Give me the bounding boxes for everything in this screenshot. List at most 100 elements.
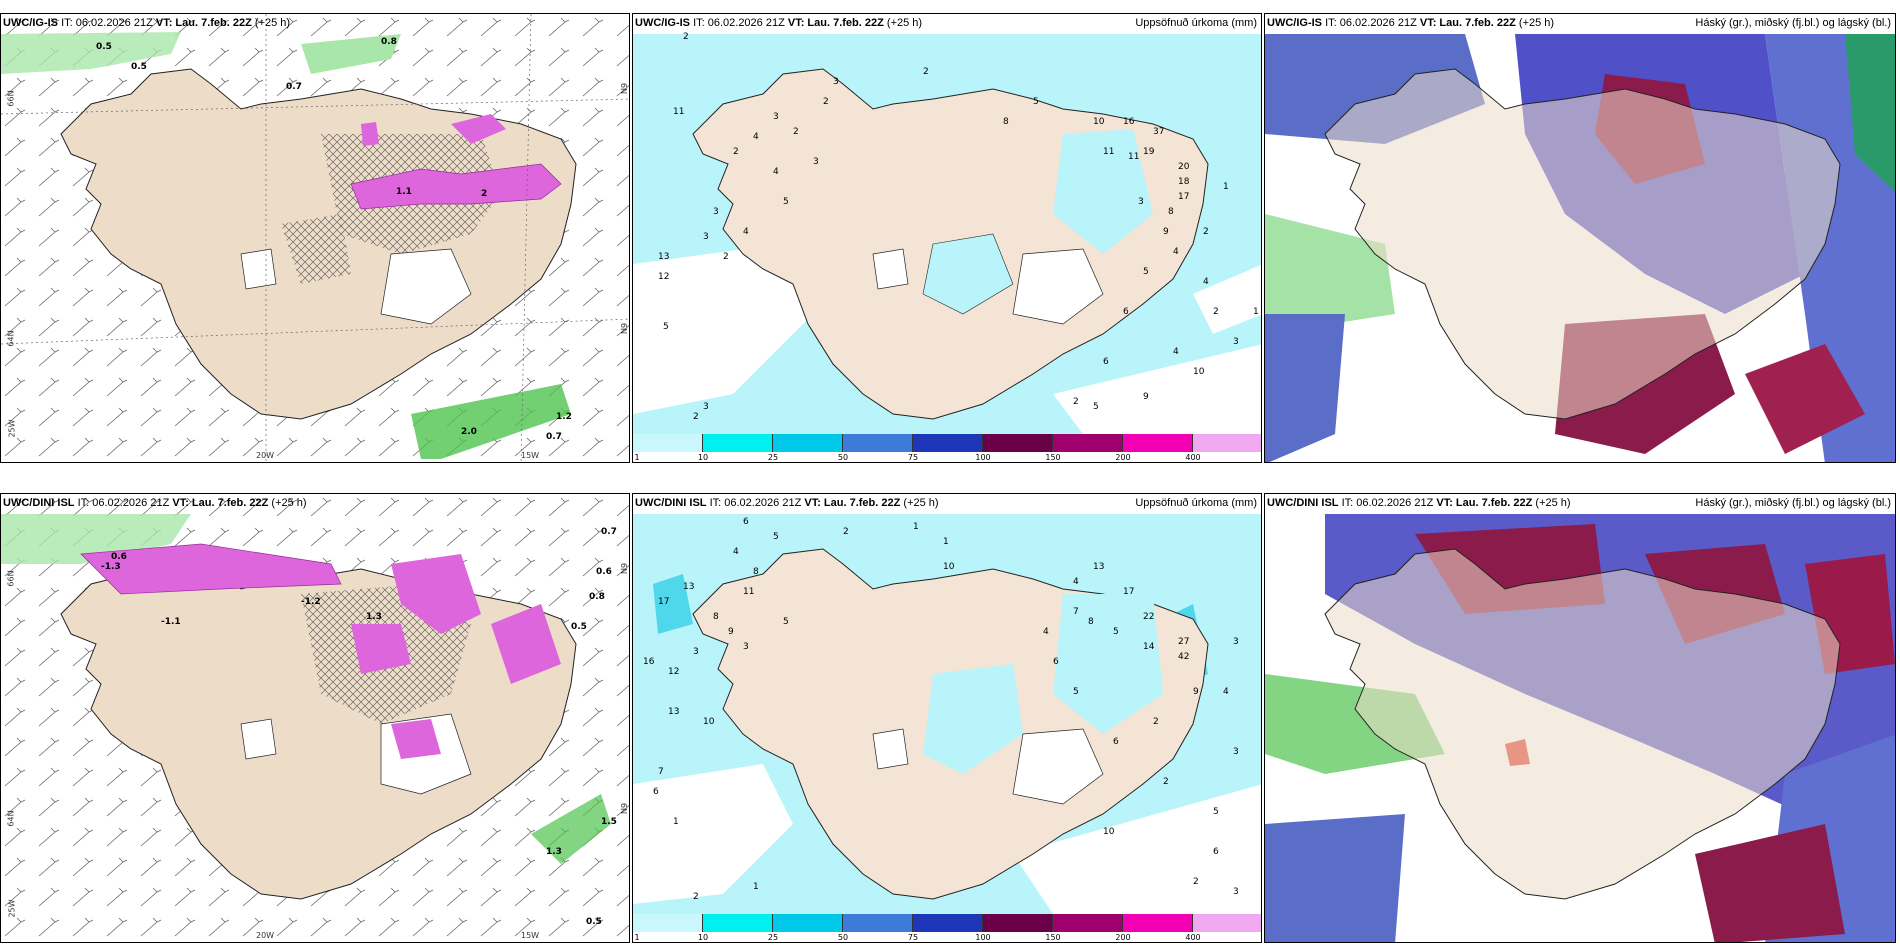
precip-label: 4: [1173, 247, 1179, 257]
lon-label: 25W: [7, 899, 17, 918]
precip-label: 2: [733, 147, 739, 157]
precip-label: 4: [753, 132, 759, 142]
value-label: 1.3: [366, 612, 382, 622]
precip-label: 16: [1123, 117, 1135, 127]
precip-label: 6: [1123, 307, 1129, 317]
value-label: 0.7: [286, 82, 302, 92]
precip-label: 10: [1193, 367, 1205, 377]
precip-label: 6: [1213, 847, 1219, 857]
precip-label: 8: [753, 567, 759, 577]
precip-label: 1: [913, 522, 919, 532]
precip-label: 11: [673, 107, 684, 117]
legend-swatch: [1053, 434, 1123, 452]
panel-title: UWC/IG-IS IT: 06.02.2026 21Z VT: Lau. 7.…: [3, 17, 291, 29]
precip-label: 42: [1178, 652, 1189, 662]
precip-label: 2: [1163, 777, 1169, 787]
precip-label: 10: [943, 562, 955, 572]
legend-tick: 1: [634, 933, 640, 942]
lon-label: N9: [620, 562, 630, 575]
legend-tick: 150: [1045, 933, 1061, 942]
precip-label: 8: [713, 612, 719, 622]
precip-label: 17: [1123, 587, 1134, 597]
lon-label: 15W: [521, 931, 540, 940]
precip-label: 11: [1128, 152, 1139, 162]
magenta-precip: [451, 114, 506, 144]
panel-subtitle: Uppsöfnuð úrkoma (mm): [1135, 497, 1257, 509]
precip-label: 6: [743, 517, 749, 527]
value-label: 0.5: [586, 917, 602, 927]
iceland-land: [1324, 68, 1841, 420]
precip-map-bottom: 6 5 4 8 13 17 16 12 13 10 7 6 11 8 9 5 3…: [633, 514, 1261, 914]
legend-tick: 50: [837, 933, 849, 942]
legend-tick: 75: [907, 453, 919, 462]
precip-label: 4: [1073, 577, 1079, 587]
legend-swatch: [983, 434, 1053, 452]
green-precip-band: [411, 384, 571, 459]
glacier: [380, 248, 472, 325]
precip-label: 6: [1113, 737, 1119, 747]
precip-label: 4: [1203, 277, 1209, 287]
precip-label: 10: [1093, 117, 1105, 127]
legend-tick: 200: [1115, 933, 1131, 942]
value-label: 1.1: [396, 187, 412, 197]
legend-swatch: [703, 434, 773, 452]
precip-label: 2: [723, 252, 729, 262]
value-label: -1.2: [301, 597, 321, 607]
legend-tick: 100: [975, 933, 991, 942]
lon-label: 25W: [7, 419, 17, 438]
precip-label: 3: [1233, 747, 1239, 757]
value-label: 0.5: [96, 42, 112, 52]
lat-label: 64N: [6, 810, 16, 827]
precip-label: 37: [1153, 127, 1164, 137]
legend-swatch: [983, 914, 1053, 932]
precip-label: 7: [1073, 607, 1079, 617]
value-label: -1.1: [161, 617, 181, 627]
precip-label: 10: [1103, 827, 1115, 837]
legend-tick: 25: [767, 453, 779, 462]
value-label: 0.7: [601, 527, 617, 537]
legend-swatch: [703, 914, 773, 932]
precip-label: 2: [693, 412, 699, 422]
low-cloud: [1845, 34, 1895, 193]
legend-tick: 150: [1045, 453, 1061, 462]
lat-label: 66N: [6, 90, 16, 107]
precip-label: 20: [1178, 162, 1190, 172]
panel-title: UWC/DINI ISL IT: 06.02.2026 21Z VT: Lau.…: [635, 497, 939, 509]
legend-tick: 50: [837, 453, 849, 462]
precip-label: 2: [683, 32, 689, 42]
value-label: 2: [481, 189, 487, 199]
legend-tick: 10: [697, 453, 709, 462]
precip-label: 2: [1213, 307, 1219, 317]
panel-title: UWC/DINI ISL IT: 06.02.2026 21Z VT: Lau.…: [1267, 497, 1571, 509]
precip-label: 2: [1193, 877, 1199, 887]
cloud-map-top: [1265, 34, 1895, 462]
precip-label: 5: [783, 617, 789, 627]
value-label: 0.6: [596, 567, 612, 577]
precip-label: 5: [1073, 687, 1079, 697]
panel-precip-bottom: UWC/DINI ISL IT: 06.02.2026 21Z VT: Lau.…: [632, 493, 1262, 943]
precip-label: 13: [668, 707, 679, 717]
panel-subtitle: Háský (gr.), miðský (fj.bl.) og lágský (…: [1695, 17, 1891, 29]
legend-tick: 400: [1185, 933, 1201, 942]
lat-label: 64N: [6, 330, 16, 347]
legend-swatch: [1193, 914, 1261, 932]
precip-label: 3: [1233, 337, 1239, 347]
legend-swatch: [633, 914, 703, 932]
precip-label: 5: [1143, 267, 1149, 277]
legend-swatch: [1193, 434, 1261, 452]
panel-cloud-top: UWC/IG-IS IT: 06.02.2026 21Z VT: Lau. 7.…: [1264, 13, 1896, 463]
precip-label: 3: [833, 77, 839, 87]
legend-swatch: [773, 914, 843, 932]
panel-title: UWC/DINI ISL IT: 06.02.2026 21Z VT: Lau.…: [3, 497, 307, 509]
precip-label: 7: [658, 767, 664, 777]
precip-label: 3: [1233, 637, 1239, 647]
lon-label: N9: [620, 802, 630, 815]
precip-label: 22: [1143, 612, 1154, 622]
lon-label: 20W: [256, 931, 275, 940]
legend-swatch: [773, 434, 843, 452]
precip-legend: 1 10 25 50 75 100 150 200 400: [633, 434, 1261, 462]
precip-map-top: 2 2 3 2 4 2 11 4 5 3 4 3 2 3 13 12 5 3 2…: [633, 32, 1261, 434]
precip-label: 5: [783, 197, 789, 207]
precip-legend: 1 10 25 50 75 100 150 200 400: [633, 914, 1261, 942]
panel-wind-bottom: UWC/DINI ISL IT: 06.02.2026 21Z VT: Lau.…: [0, 493, 630, 943]
